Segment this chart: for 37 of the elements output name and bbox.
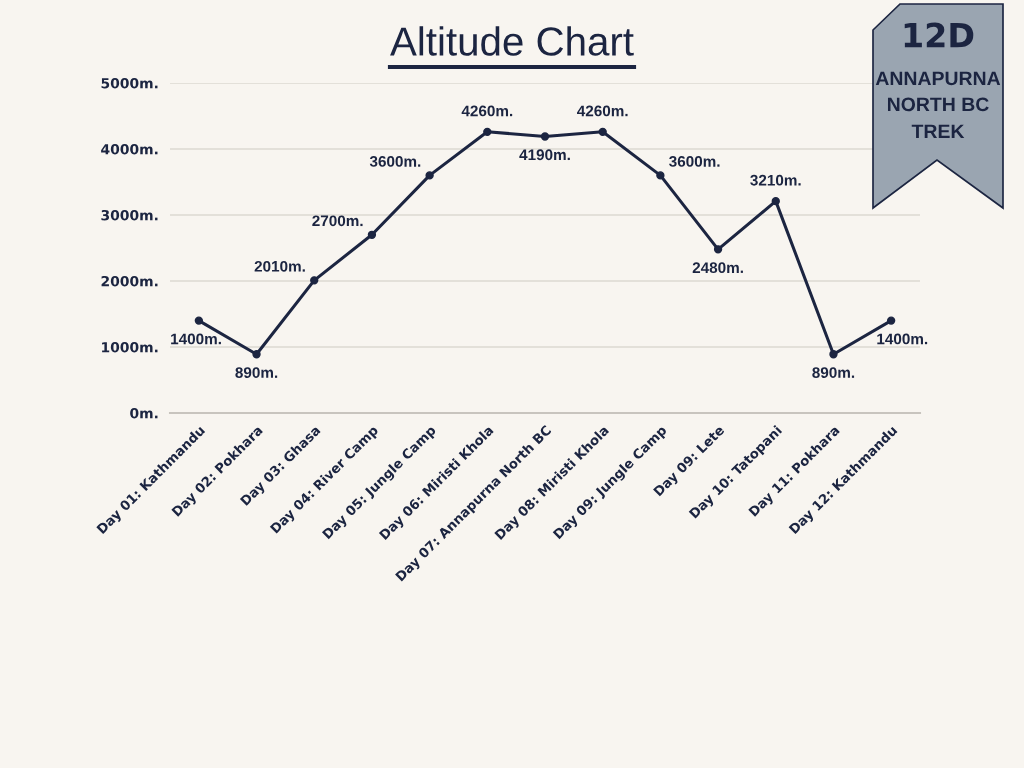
annotation: ANNAPURNA <box>875 71 1001 86</box>
y-tick-label: 1000m. <box>102 341 158 353</box>
data-label: 890m. <box>812 367 855 378</box>
data-label: 4260m. <box>461 105 513 117</box>
point <box>656 171 665 180</box>
point <box>886 316 896 325</box>
point <box>310 276 319 285</box>
data-label: 1400m. <box>171 333 221 345</box>
data-label: 1400m. <box>877 333 928 345</box>
point <box>483 127 492 137</box>
point <box>598 127 607 137</box>
data-label: 4190m. <box>519 149 570 161</box>
data-label: 3210m. <box>750 174 801 186</box>
y-tick-label: 2000m. <box>101 275 158 287</box>
data-label: 3600m. <box>669 156 720 167</box>
point <box>829 350 838 359</box>
y-tick-label: 0m. <box>130 407 158 419</box>
chart-title: Altitude Chart <box>390 26 634 56</box>
data-label: 2010m. <box>254 260 305 272</box>
point <box>713 245 723 254</box>
point <box>194 316 204 325</box>
point <box>425 171 434 180</box>
y-tick-label: 5000m. <box>101 77 158 89</box>
text: 12D <box>904 22 974 48</box>
data-label: 2700m. <box>312 215 363 227</box>
point <box>367 230 377 239</box>
data-label: 890m. <box>235 367 278 378</box>
point <box>252 350 261 359</box>
point <box>771 196 780 206</box>
data-label: 2480m. <box>692 262 743 274</box>
point <box>540 132 550 141</box>
y-tick-label: 3000m. <box>101 209 158 221</box>
y-tick-label: 4000m. <box>101 143 158 155</box>
data-label: 4260m. <box>577 105 628 117</box>
data-label: 3600m. <box>369 156 421 167</box>
annotation: NORTH BC <box>887 97 989 112</box>
annotation: TREK <box>911 124 965 139</box>
